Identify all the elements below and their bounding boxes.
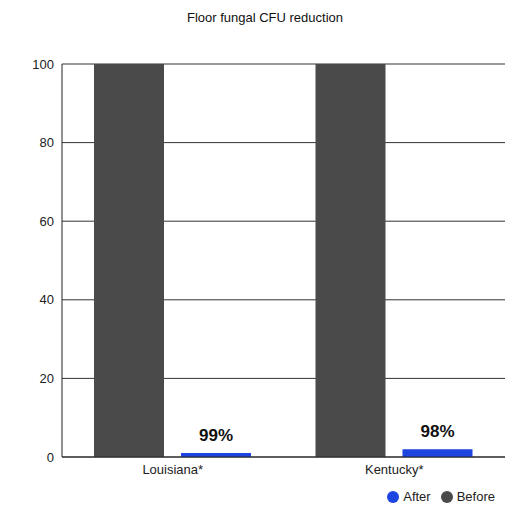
svg-text:0: 0 — [47, 450, 54, 465]
html-text:Before: Before — [456, 489, 495, 504]
svg-text:80: 80 — [40, 135, 54, 150]
svg-text:Kentucky*: Kentucky* — [365, 462, 424, 477]
html-text:After: After — [403, 489, 431, 504]
svg-text:99%: 99% — [199, 426, 233, 445]
svg-text:Louisiana*: Louisiana* — [142, 462, 203, 477]
svg-text:60: 60 — [40, 214, 54, 229]
svg-text:100: 100 — [32, 57, 54, 72]
html-text:Floor fungal CFU reduction: Floor fungal CFU reduction — [187, 10, 343, 25]
svg-text:40: 40 — [40, 292, 54, 307]
svg-text:98%: 98% — [420, 422, 454, 441]
svg-text:20: 20 — [40, 371, 54, 386]
